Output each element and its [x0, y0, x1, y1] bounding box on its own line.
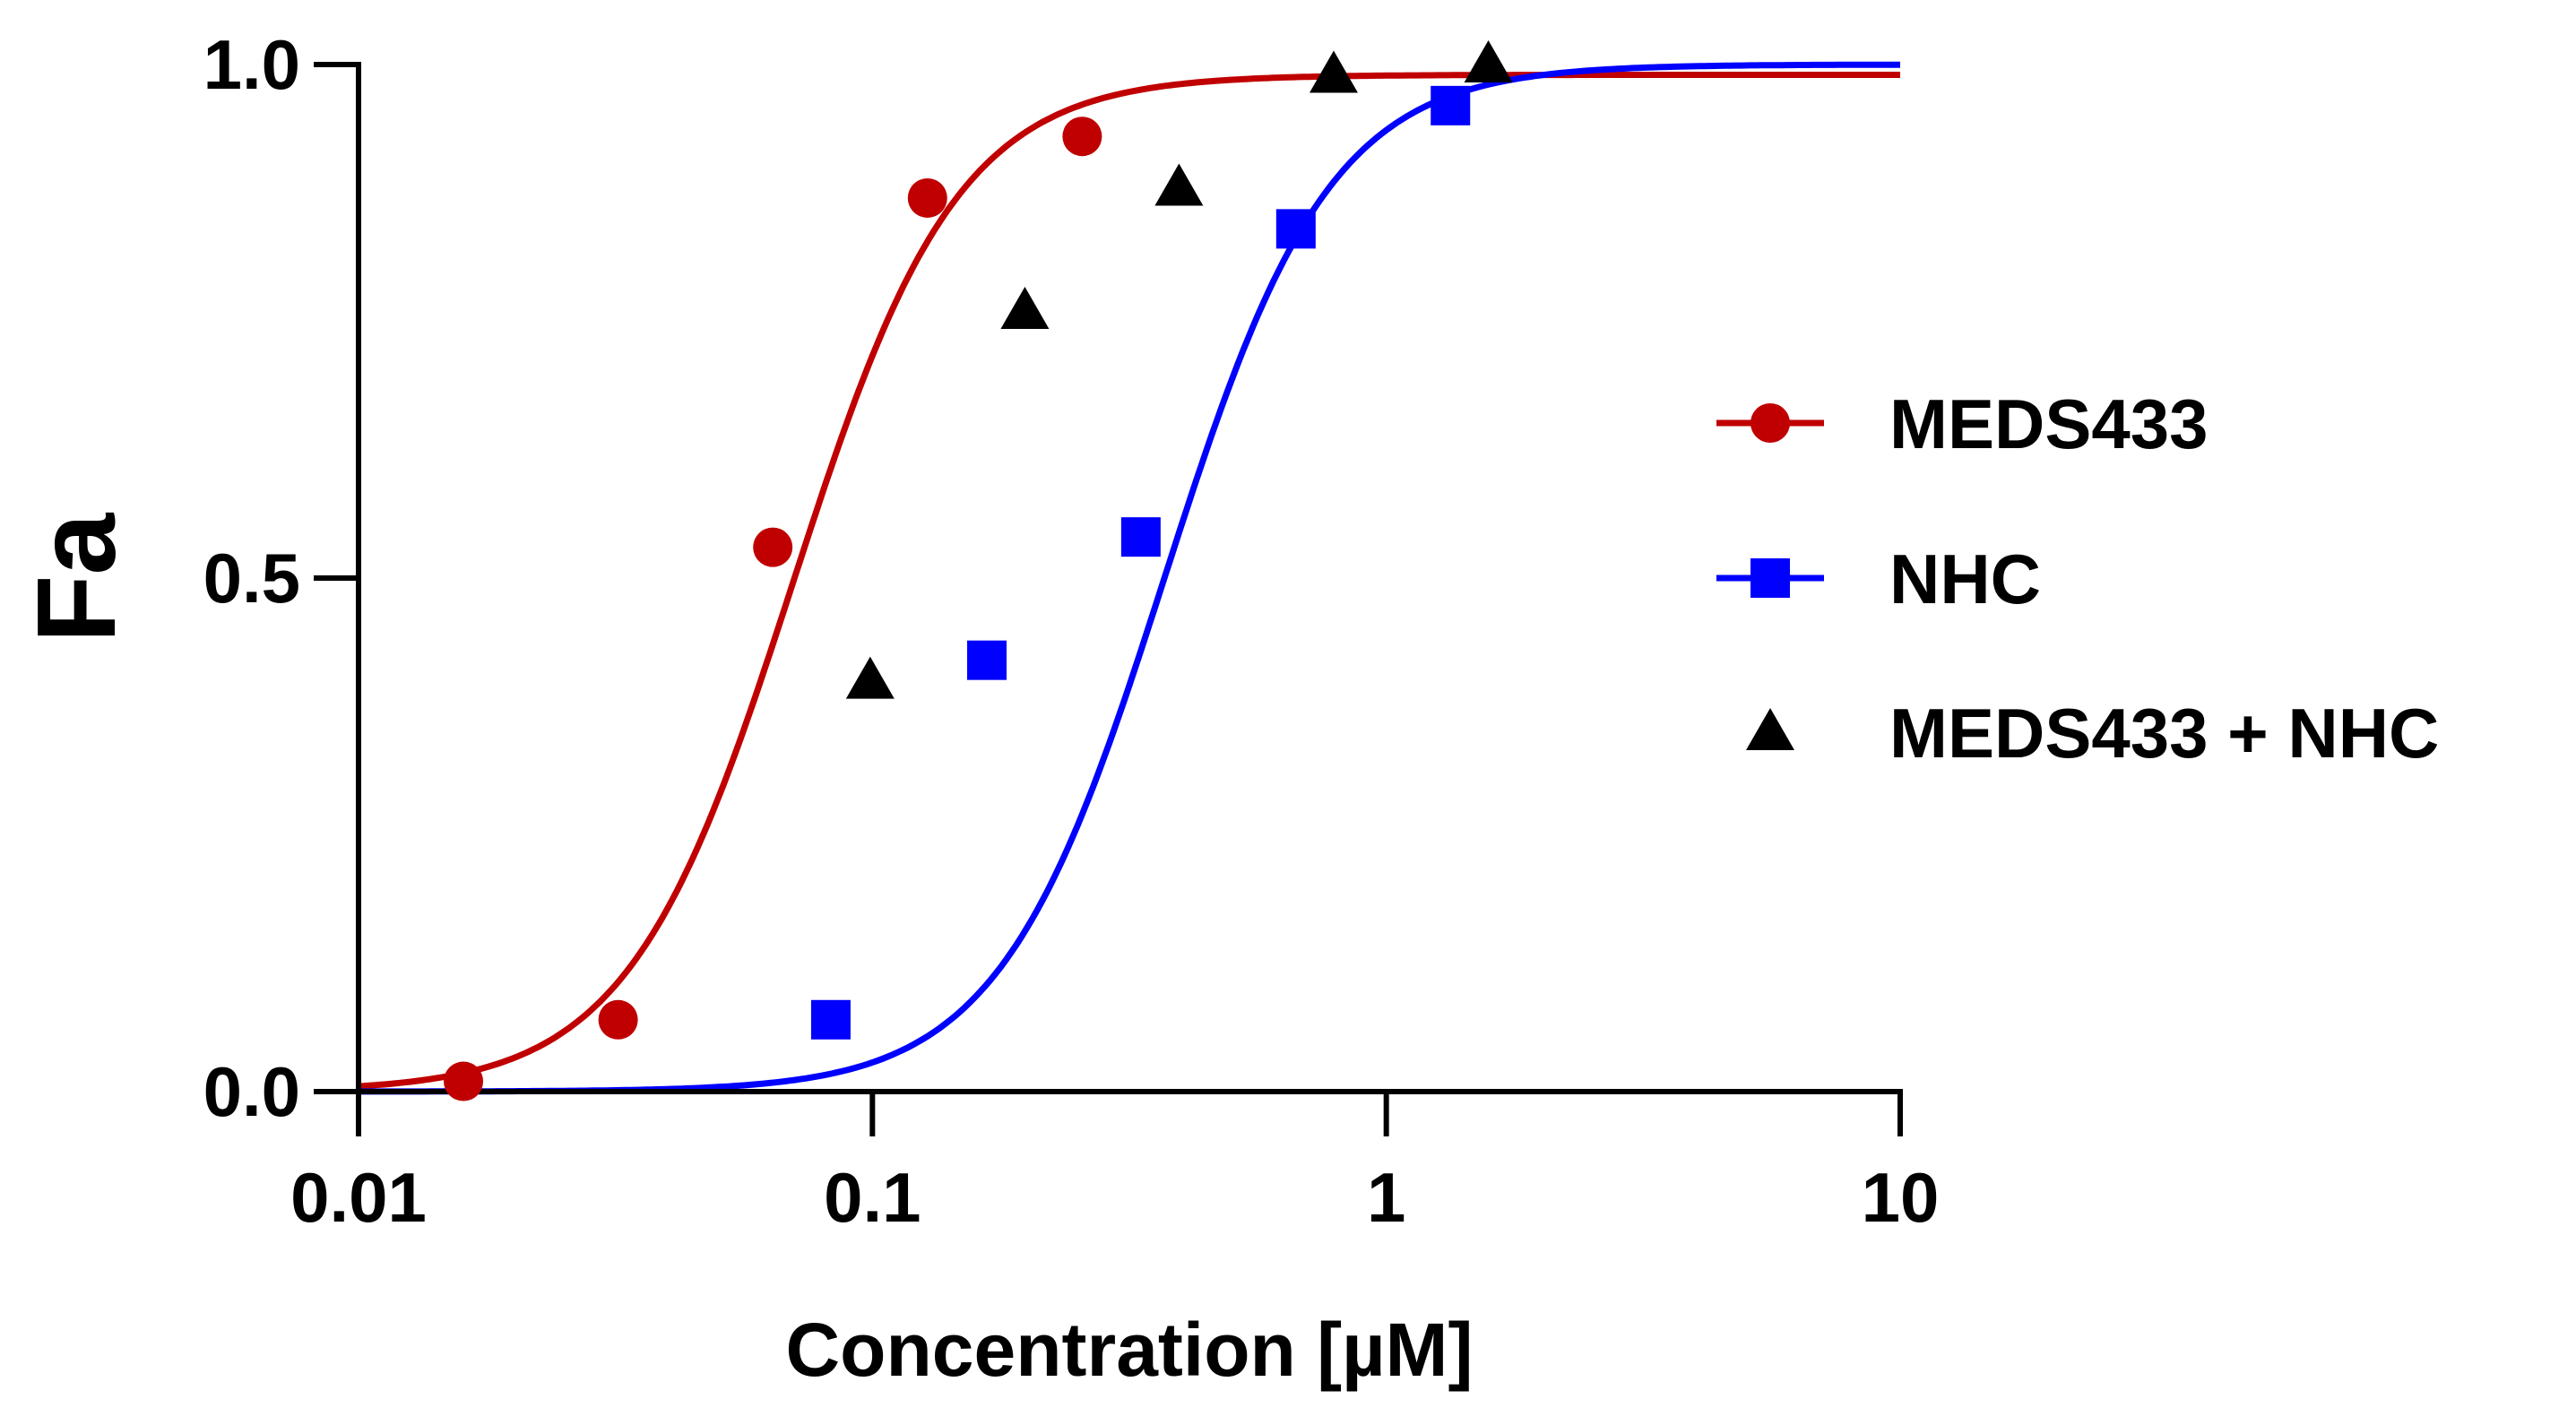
x-tick-label: 0.1 [824, 1158, 921, 1237]
meds433-point [598, 999, 638, 1040]
nhc-point [1431, 85, 1471, 125]
y-tick-label: 0.5 [203, 539, 300, 618]
x-tick-label: 1 [1367, 1158, 1405, 1237]
meds433-point [907, 177, 947, 218]
y-tick-label: 0.0 [203, 1052, 300, 1131]
legend-label-meds433: MEDS433 [1889, 384, 2209, 463]
legend-marker-meds433 [1750, 403, 1790, 443]
nhc-point [967, 640, 1007, 680]
meds433-nhc-point [1464, 40, 1513, 82]
meds433-nhc-point [1309, 50, 1358, 93]
nhc-point [810, 999, 851, 1040]
x-axis-title: Concentration [µM] [786, 1308, 1474, 1392]
meds433-point [444, 1061, 484, 1101]
legend-marker-nhc [1750, 558, 1790, 598]
meds433-nhc-point [845, 656, 895, 699]
meds433-nhc-point [1000, 287, 1050, 330]
x-tick-label: 0.01 [290, 1158, 427, 1237]
meds433-point [753, 527, 793, 567]
x-tick-label: 10 [1862, 1158, 1940, 1237]
nhc-point [1275, 209, 1316, 249]
legend-label-nhc: NHC [1889, 540, 2041, 618]
nhc-point [1120, 517, 1161, 557]
meds433-point [1062, 117, 1102, 157]
y-axis-title: Fa [15, 513, 139, 643]
legend: MEDS433 NHC MEDS433 + NHC [1716, 384, 2439, 773]
meds433-nhc-point [1154, 163, 1204, 206]
y-tick-label: 1.0 [203, 25, 300, 104]
nhc-fit-curve [359, 61, 1900, 1095]
legend-label-meds433-nhc: MEDS433 + NHC [1889, 694, 2439, 773]
legend-marker-meds433-nhc [1746, 708, 1794, 750]
meds433-fit-curve [358, 72, 1900, 1090]
axes: 0.01 0.1 1 10 0.0 0.5 1.0 [203, 25, 1940, 1237]
fit-curves [358, 61, 1900, 1095]
data-points [444, 40, 1513, 1101]
